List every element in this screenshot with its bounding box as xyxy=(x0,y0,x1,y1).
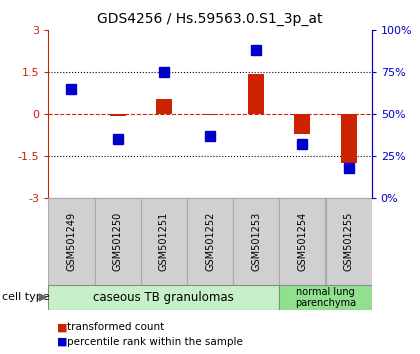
Bar xyxy=(110,114,126,115)
Text: GSM501252: GSM501252 xyxy=(205,212,215,271)
Bar xyxy=(141,198,187,285)
Bar xyxy=(94,198,141,285)
Text: GSM501254: GSM501254 xyxy=(297,212,307,271)
Bar xyxy=(48,198,94,285)
Text: GSM501249: GSM501249 xyxy=(66,212,76,271)
Bar xyxy=(156,99,172,114)
Bar xyxy=(187,198,233,285)
Text: transformed count: transformed count xyxy=(67,322,165,332)
Text: normal lung
parenchyma: normal lung parenchyma xyxy=(295,286,356,308)
Bar xyxy=(48,285,279,310)
Bar xyxy=(341,114,357,163)
Text: GSM501255: GSM501255 xyxy=(344,212,354,271)
Bar xyxy=(326,198,372,285)
Bar xyxy=(233,198,279,285)
Text: GSM501251: GSM501251 xyxy=(159,212,169,271)
Text: GSM501253: GSM501253 xyxy=(251,212,261,271)
Text: GDS4256 / Hs.59563.0.S1_3p_at: GDS4256 / Hs.59563.0.S1_3p_at xyxy=(97,12,323,27)
Text: cell type: cell type xyxy=(2,292,50,302)
Text: caseous TB granulomas: caseous TB granulomas xyxy=(93,291,234,304)
Text: GSM501250: GSM501250 xyxy=(113,212,123,271)
Bar xyxy=(248,74,264,114)
Text: ■: ■ xyxy=(57,337,67,347)
Bar xyxy=(279,198,326,285)
Text: ■: ■ xyxy=(57,322,67,332)
Bar xyxy=(202,114,218,115)
Bar xyxy=(279,285,372,310)
Text: percentile rank within the sample: percentile rank within the sample xyxy=(67,337,243,347)
Bar xyxy=(294,114,310,134)
